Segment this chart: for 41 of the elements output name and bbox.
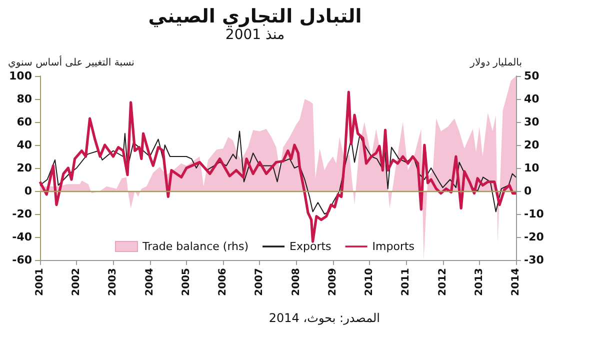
legend-label: Trade balance (rhs) [142, 240, 249, 253]
y-tick-label: 40 [16, 138, 32, 152]
x-tick-label: 2001 [34, 268, 46, 296]
line-series [38, 90, 518, 243]
x-tick-label: 2010 [364, 268, 376, 296]
chart-title: التبادل التجاري الصيني [148, 6, 362, 28]
y-tick-label: 0 [24, 184, 32, 198]
y-tick-label: 60 [16, 116, 32, 128]
y2-tick-label: -10 [524, 208, 544, 220]
y2-axis-title: بالمليار دولار [469, 58, 522, 68]
x-tick-label: 2011 [400, 268, 412, 296]
y-tick-label: 20 [16, 162, 32, 174]
y2-tick-label: -30 [524, 254, 544, 266]
y2-tick-label: 40 [524, 92, 540, 106]
x-tick-label: 2012 [437, 268, 448, 296]
x-tick-label: 2014 [510, 268, 522, 296]
x-tick-label: 2003 [108, 268, 119, 296]
x-tick-label: 2006 [218, 268, 229, 296]
x-tick-label: 2009 [327, 268, 338, 296]
x-tick-label: 2008 [290, 268, 302, 296]
y2-tick-label: -20 [524, 230, 544, 244]
chart-subtitle: منذ 2001 [225, 27, 285, 43]
x-tick-label: 2007 [254, 268, 266, 296]
y-tick-label: 100 [9, 70, 32, 82]
y2-tick-label: 10 [524, 162, 540, 174]
y2-tick-label: 0 [524, 184, 532, 198]
x-tick-label: 2004 [144, 268, 156, 296]
y-tick-label: -20 [12, 208, 32, 220]
text: المصدر: بحوث، 2014 [268, 311, 380, 325]
legend-label: Exports [290, 240, 332, 253]
legend-label: Imports [372, 240, 415, 253]
y2-tick-label: 50 [524, 70, 540, 82]
y2-tick-label: 30 [524, 116, 540, 128]
x-tick-label: 2013 [474, 268, 485, 296]
y-axis-title: نسبة التغيير على أساس سنوي [8, 56, 134, 68]
y-tick-label: -40 [12, 230, 32, 244]
y-tick-label: -60 [12, 254, 32, 266]
x-tick-label: 2002 [71, 268, 82, 296]
y2-tick-label: 20 [524, 138, 540, 152]
x-tick-label: 2005 [180, 268, 192, 296]
y-tick-label: 80 [16, 92, 32, 106]
